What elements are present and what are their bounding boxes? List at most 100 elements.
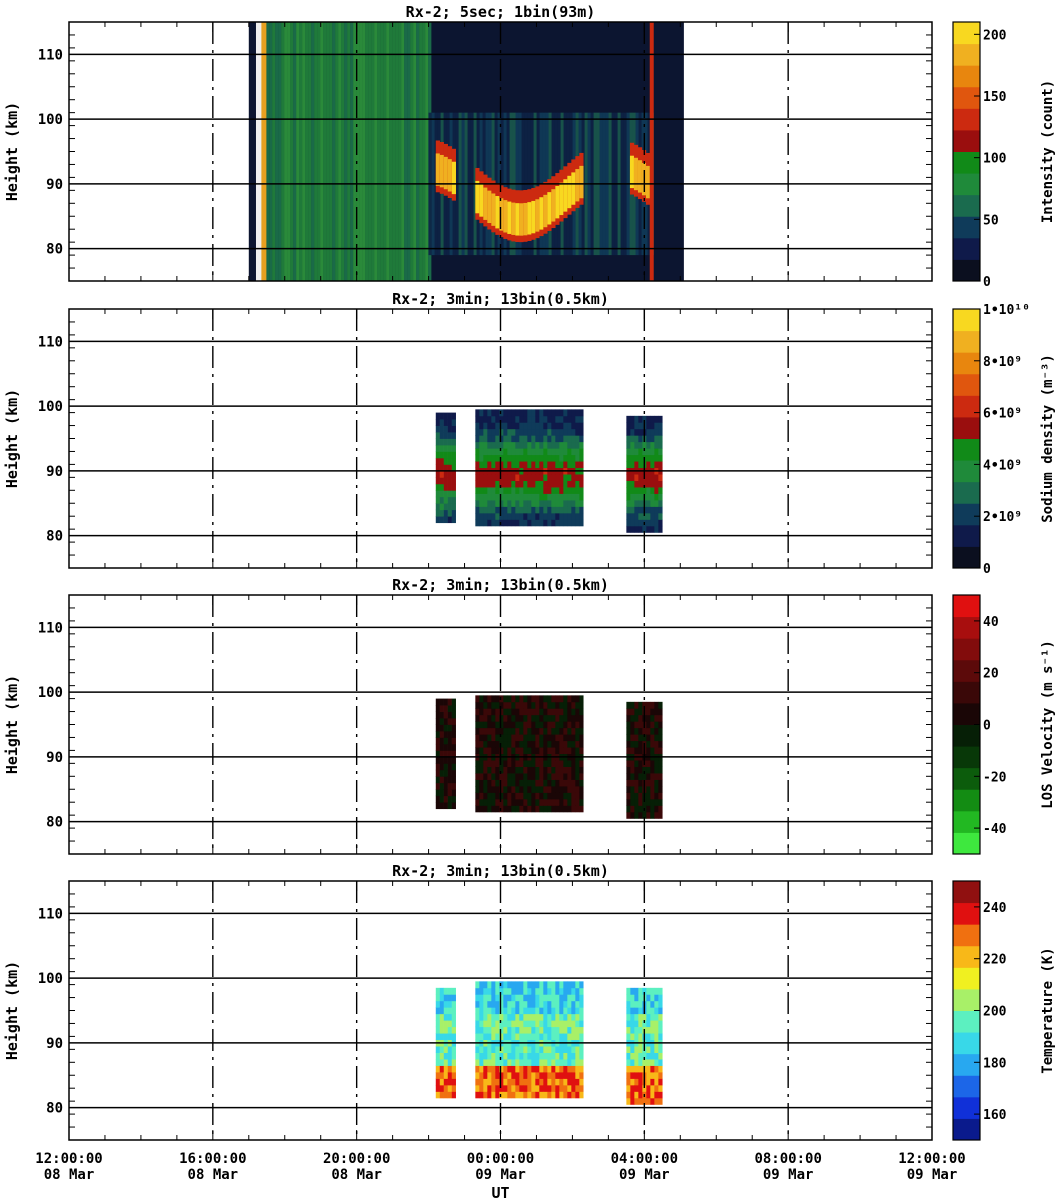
colorbar-label: Sodium density (m⁻³) bbox=[1040, 354, 1056, 523]
y-tick-label: 100 bbox=[38, 971, 63, 987]
colorbar-swatch bbox=[953, 108, 980, 131]
colorbar-swatch bbox=[953, 881, 980, 904]
colorbar-swatch bbox=[953, 373, 980, 396]
y-tick-label: 100 bbox=[38, 399, 63, 415]
colorbar-swatch bbox=[953, 237, 980, 260]
y-tick-label: 90 bbox=[46, 750, 63, 766]
panel-4: Rx-2; 3min; 13bin(0.5km) 80 90 100 110 Height… bbox=[3, 862, 1056, 1141]
panel-title: Rx-2; 3min; 13bin(0.5km) bbox=[392, 576, 609, 594]
y-tick-label: 100 bbox=[38, 685, 63, 701]
x-tick-date-label: 09 Mar bbox=[475, 1167, 526, 1183]
panel-2: Rx-2; 3min; 13bin(0.5km) 80 90 100 110 Height… bbox=[3, 290, 1056, 577]
heatmap-data bbox=[435, 695, 663, 819]
gridlines bbox=[69, 881, 932, 1140]
colorbar-swatch bbox=[953, 438, 980, 461]
colorbar-tick-label: 240 bbox=[983, 901, 1007, 916]
colorbar-swatch bbox=[953, 988, 980, 1011]
plot-area bbox=[69, 309, 932, 568]
colorbar-swatch bbox=[953, 1010, 980, 1033]
y-tick-label: 90 bbox=[46, 1036, 63, 1052]
colorbar-swatch bbox=[953, 330, 980, 353]
plot-area bbox=[69, 22, 932, 281]
x-tick-time-label: 04:00:00 bbox=[611, 1151, 678, 1167]
colorbar-swatch bbox=[953, 1032, 980, 1055]
y-axis-label: Height (km) bbox=[3, 675, 21, 774]
x-tick-time-label: 12:00:00 bbox=[35, 1151, 102, 1167]
colorbar-tick-label: 4•10⁹ bbox=[983, 458, 1022, 473]
colorbar-swatch bbox=[953, 638, 980, 661]
y-tick-label: 90 bbox=[46, 464, 63, 480]
colorbar-swatch bbox=[953, 789, 980, 812]
colorbar-swatch bbox=[953, 1053, 980, 1076]
y-axis-label: Height (km) bbox=[3, 102, 21, 201]
colorbar-swatch bbox=[953, 767, 980, 790]
heatmap-data bbox=[248, 22, 684, 281]
panel-3: Rx-2; 3min; 13bin(0.5km) 80 90 100 110 Height… bbox=[3, 576, 1056, 855]
panel-title: Rx-2; 3min; 13bin(0.5km) bbox=[392, 862, 609, 880]
colorbar-swatch bbox=[953, 702, 980, 725]
colorbar-tick-label: 20 bbox=[983, 667, 999, 682]
y-tick-label: 80 bbox=[46, 815, 63, 831]
colorbar-swatch bbox=[953, 416, 980, 439]
y-tick-label: 90 bbox=[46, 177, 63, 193]
colorbar-tick-label: 0 bbox=[983, 562, 991, 577]
y-tick-label: 110 bbox=[38, 334, 63, 350]
colorbar-swatch bbox=[953, 65, 980, 88]
colorbar-swatch bbox=[953, 832, 980, 855]
colorbar-swatch bbox=[953, 1075, 980, 1098]
x-tick-time-label: 16:00:00 bbox=[179, 1151, 246, 1167]
colorbar-swatch bbox=[953, 395, 980, 418]
colorbar-tick-label: 0 bbox=[983, 719, 991, 734]
colorbar-swatch bbox=[953, 595, 980, 618]
colorbar-tick-label: 160 bbox=[983, 1108, 1007, 1123]
colorbar-swatch bbox=[953, 1118, 980, 1141]
y-axis-label: Height (km) bbox=[3, 389, 21, 488]
colorbar-tick-label: 6•10⁹ bbox=[983, 407, 1022, 422]
colorbar-tick-label: 200 bbox=[983, 28, 1007, 43]
x-tick-date-label: 09 Mar bbox=[907, 1167, 958, 1183]
y-tick-label: 80 bbox=[46, 529, 63, 545]
colorbar-swatch bbox=[953, 616, 980, 639]
panel-title: Rx-2; 3min; 13bin(0.5km) bbox=[392, 290, 609, 308]
colorbar-swatch bbox=[953, 924, 980, 947]
colorbar-tick-label: 180 bbox=[983, 1056, 1007, 1071]
colorbar-tick-label: 1•10¹⁰ bbox=[983, 303, 1030, 318]
colorbar-swatch bbox=[953, 460, 980, 483]
plot-area bbox=[69, 881, 932, 1140]
colorbar-swatch bbox=[953, 659, 980, 682]
colorbar-tick-label: 50 bbox=[983, 213, 999, 228]
x-tick-date-label: 08 Mar bbox=[331, 1167, 382, 1183]
y-tick-label: 110 bbox=[38, 47, 63, 63]
colorbar-tick-label: 200 bbox=[983, 1005, 1007, 1020]
colorbar-swatch bbox=[953, 309, 980, 332]
colorbar-swatch bbox=[953, 86, 980, 109]
colorbar-swatch bbox=[953, 724, 980, 747]
x-tick-date-label: 09 Mar bbox=[763, 1167, 814, 1183]
panel-title: Rx-2; 5sec; 1bin(93m) bbox=[406, 3, 596, 21]
colorbar-swatch bbox=[953, 22, 980, 45]
colorbar-swatch bbox=[953, 259, 980, 282]
colorbar-tick-label: 2•10⁹ bbox=[983, 510, 1022, 525]
colorbar-swatch bbox=[953, 746, 980, 769]
colorbar-swatch bbox=[953, 194, 980, 217]
colorbar-swatch bbox=[953, 546, 980, 569]
colorbar-swatch bbox=[953, 503, 980, 526]
x-tick-time-label: 20:00:00 bbox=[323, 1151, 390, 1167]
colorbar: 0 2•10⁹ 4•10⁹ 6•10⁹ 8•10⁹ 1•10¹⁰ Sodium densit… bbox=[952, 303, 1056, 577]
colorbar-tick-label: 40 bbox=[983, 615, 999, 630]
x-tick-time-label: 08:00:00 bbox=[754, 1151, 821, 1167]
gridlines bbox=[69, 595, 932, 854]
colorbar-swatch bbox=[953, 481, 980, 504]
colorbar-tick-label: -40 bbox=[983, 822, 1007, 837]
colorbar-swatch bbox=[953, 681, 980, 704]
y-tick-label: 110 bbox=[38, 620, 63, 636]
x-axis-label: UT bbox=[491, 1184, 509, 1200]
y-tick-label: 80 bbox=[46, 242, 63, 258]
colorbar-label: Intensity (count) bbox=[1040, 80, 1056, 223]
x-tick-date-label: 08 Mar bbox=[188, 1167, 239, 1183]
colorbar-swatch bbox=[953, 810, 980, 833]
colorbar: -40 -20 0 20 40 LOS Velocity (m s⁻¹) bbox=[952, 594, 1056, 855]
y-tick-label: 110 bbox=[38, 906, 63, 922]
colorbar-tick-label: 0 bbox=[983, 275, 991, 290]
